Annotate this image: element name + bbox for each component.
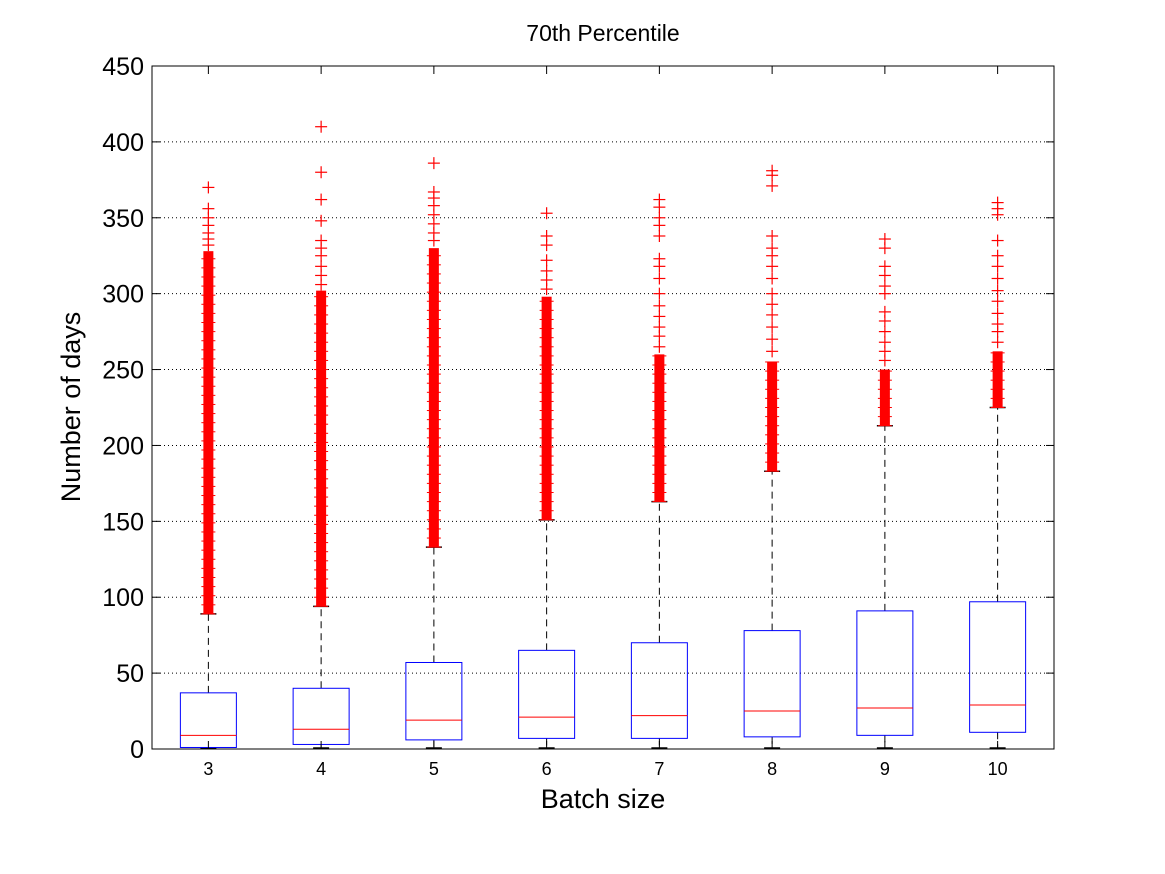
plot-area [179,120,1027,749]
axes-frame [151,65,1055,750]
y-tick-label: 450 [102,53,144,81]
axis-ticks: 0 50 100 150 200 250 300 350 400 450 3 4 5 6 7 8 9 10 [102,53,1054,779]
box-group-10 [969,196,1027,749]
outlier-marker [540,264,553,277]
outlier-marker [653,193,666,206]
outlier-marker [315,193,328,206]
outlier-marker [991,284,1004,297]
y-tick-label: 250 [102,357,144,385]
x-tick-label: 7 [654,759,664,779]
outlier-marker [540,229,553,242]
outlier-marker [766,164,779,177]
x-tick-label: 8 [767,759,777,779]
box-group-4 [292,120,350,749]
outlier-marker [766,272,779,285]
outlier-marker [653,299,666,312]
x-tick-label: 5 [429,759,439,779]
outlier-dense-band [879,369,890,426]
iqr-box [405,661,463,741]
outlier-marker [202,202,215,215]
y-axis-label: Number of days [56,312,86,503]
outlier-marker [766,179,779,192]
outlier-marker [991,295,1004,308]
outlier-marker [766,298,779,311]
outlier-marker [878,233,891,246]
outlier-marker [878,305,891,318]
outlier-marker [766,333,779,346]
outlier-marker [653,252,666,265]
iqr-box [856,610,914,736]
outlier-dense-band [654,354,665,502]
outlier-marker [991,196,1004,209]
outlier-marker [766,229,779,242]
outlier-marker [991,318,1004,331]
box-group-9 [856,233,914,749]
x-tick-label: 9 [880,759,890,779]
outlier-marker [991,272,1004,285]
outlier-marker [991,336,1004,349]
x-tick-label: 4 [316,759,326,779]
box-group-6 [518,207,576,749]
outlier-marker [202,181,215,194]
y-tick-label: 200 [102,432,144,460]
outlier-marker [540,254,553,267]
outlier-marker [653,229,666,242]
box-group-7 [630,193,688,749]
outlier-marker [653,310,666,323]
outlier-marker [540,207,553,220]
x-tick-label: 3 [203,759,213,779]
x-tick-label: 6 [542,759,552,779]
outlier-dense-band [992,351,1003,408]
outlier-marker [766,321,779,334]
y-tick-label: 50 [116,660,144,688]
outlier-marker [653,211,666,224]
iqr-box [743,630,801,738]
outlier-dense-band [541,296,552,520]
outlier-marker [878,325,891,338]
y-tick-label: 100 [102,584,144,612]
outlier-marker [991,260,1004,273]
iqr-box [969,601,1027,733]
outlier-marker [991,234,1004,247]
y-tick-label: 350 [102,205,144,233]
box-group-5 [405,157,463,749]
outlier-marker [315,214,328,227]
outlier-marker [427,157,440,170]
outlier-dense-band [316,290,327,607]
y-tick-label: 0 [130,736,144,764]
y-tick-label: 400 [102,129,144,157]
y-tick-label: 300 [102,281,144,309]
outlier-dense-band [428,248,439,548]
outlier-marker [766,260,779,273]
x-axis-label: Batch size [541,784,666,814]
outlier-marker [315,234,328,247]
iqr-box [518,649,576,739]
iqr-box [630,642,688,739]
outlier-marker [991,249,1004,262]
x-tick-label: 10 [988,759,1008,779]
outlier-marker [427,185,440,198]
outlier-marker [653,340,666,353]
outlier-marker [766,308,779,321]
outlier-marker [878,280,891,293]
outlier-marker [766,242,779,255]
outlier-marker [315,120,328,133]
outlier-marker [878,336,891,349]
outlier-marker [653,272,666,285]
box-group-8 [743,164,801,749]
outlier-marker [766,345,779,358]
chart-title: 70th Percentile [526,20,679,46]
outlier-marker [878,260,891,273]
outlier-marker [653,321,666,334]
outlier-marker [766,287,779,300]
outlier-marker [653,287,666,300]
y-tick-label: 150 [102,508,144,536]
outlier-dense-band [203,251,214,614]
outlier-marker [315,166,328,179]
outlier-marker [991,307,1004,320]
outlier-marker [315,260,328,273]
